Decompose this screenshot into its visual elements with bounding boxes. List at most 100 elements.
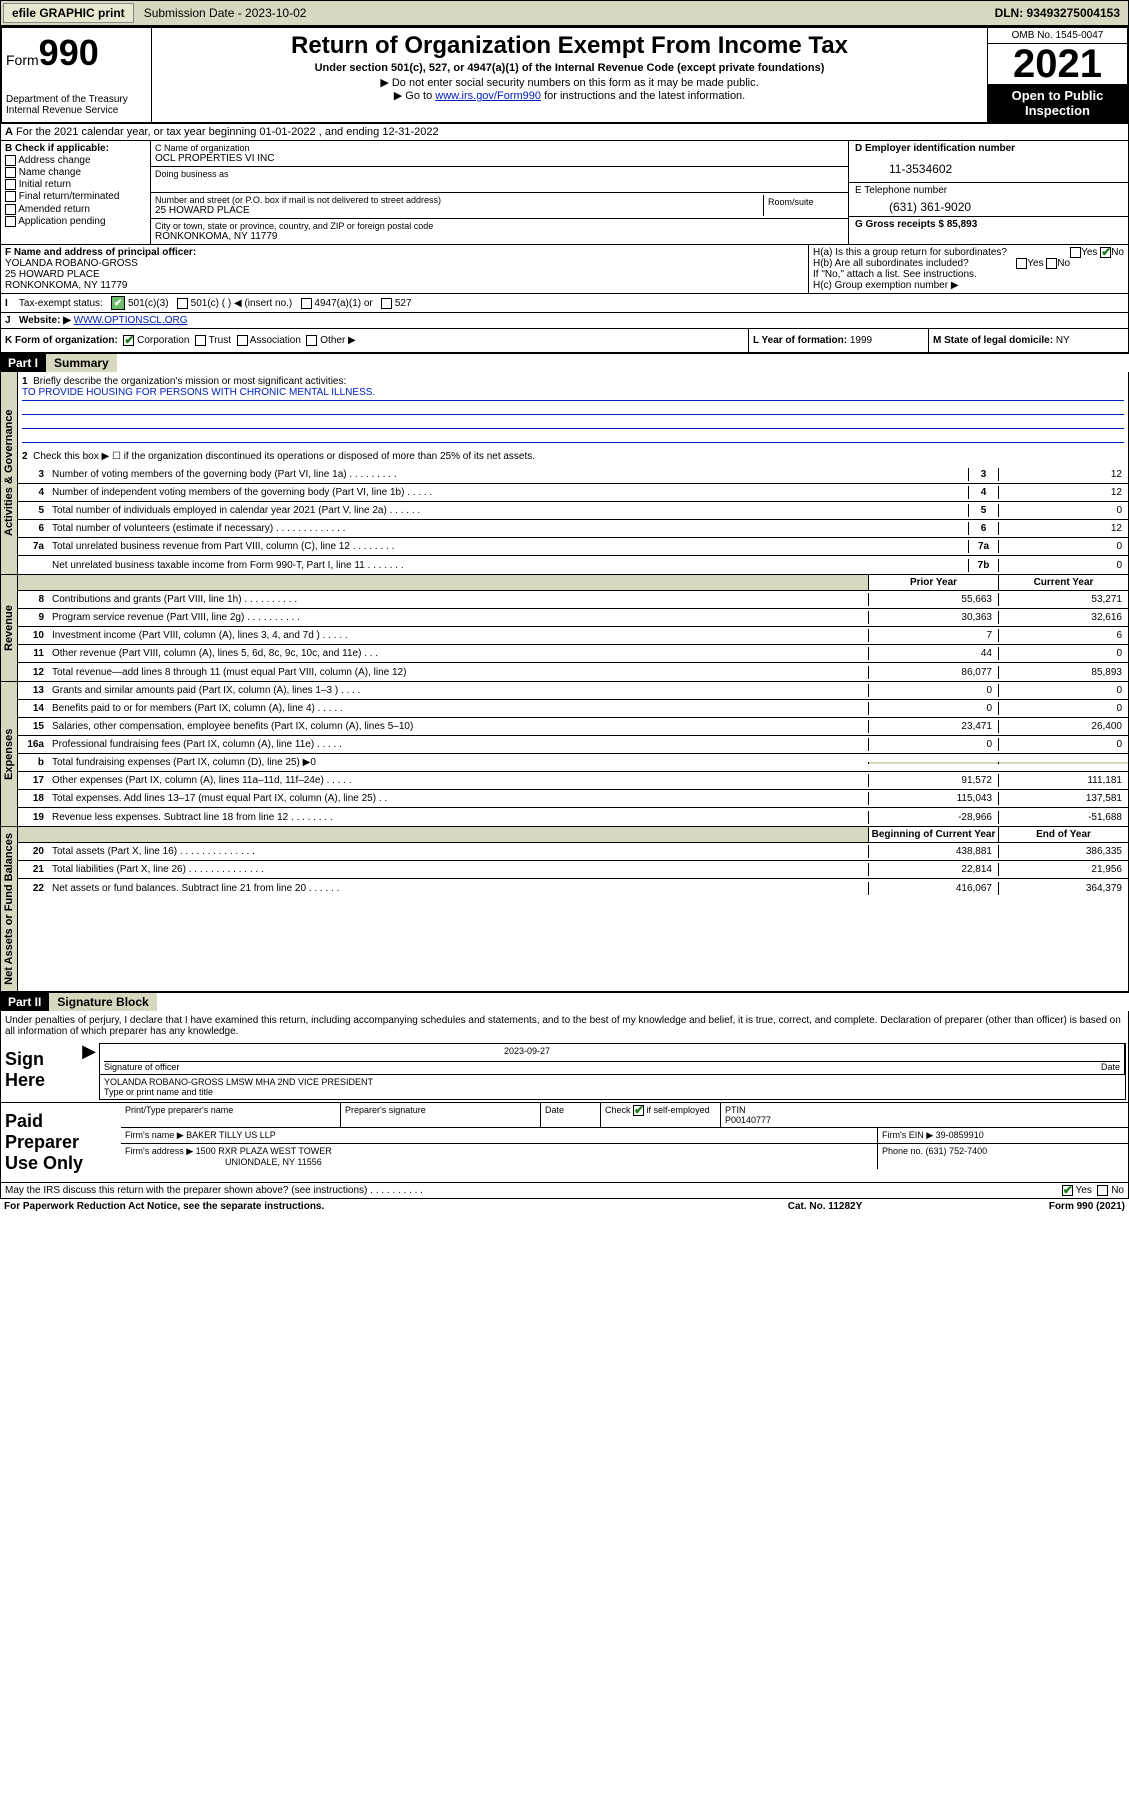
netassets-section: Net Assets or Fund Balances Beginning of…: [0, 827, 1129, 992]
section-bcd: B Check if applicable: Address change Na…: [0, 141, 1129, 245]
table-row: 7aTotal unrelated business revenue from …: [18, 538, 1128, 556]
city-state-zip: RONKONKOMA, NY 11779: [155, 231, 844, 242]
dln: DLN: 93493275004153: [987, 4, 1128, 22]
perjury-statement: Under penalties of perjury, I declare th…: [1, 1011, 1128, 1041]
officer-name: YOLANDA ROBANO-GROSS: [5, 258, 804, 269]
table-row: 10Investment income (Part VIII, column (…: [18, 627, 1128, 645]
table-row: 17Other expenses (Part IX, column (A), l…: [18, 772, 1128, 790]
box-b-label: B Check if applicable:: [5, 143, 146, 154]
year-formation: L Year of formation: 1999: [748, 329, 928, 352]
chk-501c[interactable]: [177, 298, 188, 309]
submission-date: Submission Date - 2023-10-02: [136, 4, 315, 22]
phone-value: (631) 361-9020: [849, 198, 1128, 216]
firm-name: Firm's name ▶ BAKER TILLY US LLP: [121, 1128, 878, 1143]
chk-amended-return[interactable]: Amended return: [5, 204, 146, 215]
table-row: Net unrelated business taxable income fr…: [18, 556, 1128, 574]
preparer-label: Paid Preparer Use Only: [1, 1103, 121, 1182]
table-row: 3Number of voting members of the governi…: [18, 466, 1128, 484]
ein-value: 11-3534602: [849, 156, 1128, 182]
chk-4947[interactable]: [301, 298, 312, 309]
chk-name-change[interactable]: Name change: [5, 167, 146, 178]
box-f: F Name and address of principal officer:…: [1, 245, 808, 293]
chk-527[interactable]: [381, 298, 392, 309]
chk-corporation[interactable]: [123, 335, 134, 346]
chk-501c3[interactable]: ✔: [111, 296, 125, 310]
table-row: 15Salaries, other compensation, employee…: [18, 718, 1128, 736]
preparer-block: Paid Preparer Use Only Print/Type prepar…: [0, 1103, 1129, 1183]
hb-row: H(b) Are all subordinates included? Yes …: [813, 258, 1124, 269]
table-row: 4Number of independent voting members of…: [18, 484, 1128, 502]
mission-text: TO PROVIDE HOUSING FOR PERSONS WITH CHRO…: [22, 387, 1124, 401]
firm-phone: Phone no. (631) 752-7400: [878, 1144, 1128, 1169]
side-governance: Activities & Governance: [1, 372, 18, 574]
form-note1: ▶ Do not enter social security numbers o…: [156, 76, 983, 89]
irs-link[interactable]: www.irs.gov/Form990: [435, 90, 541, 102]
form-number: Form990: [6, 32, 147, 74]
table-row: 21Total liabilities (Part X, line 26) . …: [18, 861, 1128, 879]
row-j: J Website: ▶ WWW.OPTIONSCL.ORG: [0, 313, 1129, 329]
discuss-row: May the IRS discuss this return with the…: [0, 1183, 1129, 1199]
table-row: 20Total assets (Part X, line 16) . . . .…: [18, 843, 1128, 861]
table-row: 6Total number of volunteers (estimate if…: [18, 520, 1128, 538]
gross-receipts: G Gross receipts $ 85,893: [849, 216, 1128, 232]
phone-label: E Telephone number: [849, 182, 1128, 198]
prep-ptin: PTINP00140777: [721, 1103, 1128, 1127]
firm-address: Firm's address ▶ 1500 RXR PLAZA WEST TOW…: [121, 1144, 878, 1169]
street-address: 25 HOWARD PLACE: [155, 205, 763, 216]
sign-arrow-icon: ▶: [81, 1041, 97, 1102]
chk-discuss-yes[interactable]: [1062, 1185, 1073, 1196]
expenses-section: Expenses 13Grants and similar amounts pa…: [0, 682, 1129, 827]
table-row: bTotal fundraising expenses (Part IX, co…: [18, 754, 1128, 772]
table-row: 22Net assets or fund balances. Subtract …: [18, 879, 1128, 897]
side-revenue: Revenue: [1, 575, 18, 681]
mission-block: 1 Briefly describe the organization's mi…: [18, 372, 1128, 466]
chk-final-return[interactable]: Final return/terminated: [5, 191, 146, 202]
prep-date-hdr: Date: [541, 1103, 601, 1127]
hb-note: If "No," attach a list. See instructions…: [813, 269, 1124, 280]
header-left: Form990 Department of the Treasury Inter…: [2, 28, 152, 122]
box-c: C Name of organization OCL PROPERTIES VI…: [151, 141, 848, 244]
header-right: OMB No. 1545-0047 2021 Open to Public In…: [987, 28, 1127, 122]
table-row: 14Benefits paid to or for members (Part …: [18, 700, 1128, 718]
table-row: 19Revenue less expenses. Subtract line 1…: [18, 808, 1128, 826]
ein-label: D Employer identification number: [849, 141, 1128, 156]
chk-discuss-no[interactable]: [1097, 1185, 1108, 1196]
chk-address-change[interactable]: Address change: [5, 155, 146, 166]
form-of-org: K Form of organization: Corporation Trus…: [1, 329, 748, 352]
side-expenses: Expenses: [1, 682, 18, 826]
street-row: Number and street (or P.O. box if mail i…: [151, 193, 848, 219]
table-row: 13Grants and similar amounts paid (Part …: [18, 682, 1128, 700]
row-k: K Form of organization: Corporation Trus…: [0, 329, 1129, 353]
ha-row: H(a) Is this a group return for subordin…: [813, 247, 1124, 258]
cat-no: Cat. No. 11282Y: [725, 1201, 925, 1212]
city-cell: City or town, state or province, country…: [151, 219, 848, 244]
prep-selfemp: Check if self-employed: [601, 1103, 721, 1127]
org-name-cell: C Name of organization OCL PROPERTIES VI…: [151, 141, 848, 167]
form-title: Return of Organization Exempt From Incom…: [156, 32, 983, 60]
top-bar: efile GRAPHIC print Submission Date - 20…: [0, 0, 1129, 26]
chk-self-employed[interactable]: [633, 1105, 644, 1116]
dba-cell: Doing business as: [151, 167, 848, 193]
table-row: 11Other revenue (Part VIII, column (A), …: [18, 645, 1128, 663]
part1-header: Part ISummary: [0, 353, 1129, 372]
form-note2: ▶ Go to www.irs.gov/Form990 for instruct…: [156, 89, 983, 102]
chk-application-pending[interactable]: Application pending: [5, 216, 146, 227]
sign-here-label: Sign Here: [1, 1041, 81, 1102]
revenue-section: Revenue Prior Year Current Year 8Contrib…: [0, 575, 1129, 682]
chk-trust[interactable]: [195, 335, 206, 346]
table-row: 16aProfessional fundraising fees (Part I…: [18, 736, 1128, 754]
efile-print-button[interactable]: efile GRAPHIC print: [3, 3, 134, 23]
form-subtitle: Under section 501(c), 527, or 4947(a)(1)…: [156, 62, 983, 74]
open-inspection: Open to Public Inspection: [988, 84, 1127, 122]
form-header: Form990 Department of the Treasury Inter…: [0, 26, 1129, 124]
chk-association[interactable]: [237, 335, 248, 346]
chk-other[interactable]: [306, 335, 317, 346]
form-ref: Form 990 (2021): [925, 1201, 1125, 1212]
table-row: 9Program service revenue (Part VIII, lin…: [18, 609, 1128, 627]
chk-initial-return[interactable]: Initial return: [5, 179, 146, 190]
prep-sig-hdr: Preparer's signature: [341, 1103, 541, 1127]
department: Department of the Treasury Internal Reve…: [6, 94, 147, 116]
hc-row: H(c) Group exemption number ▶: [813, 280, 1124, 291]
table-row: 8Contributions and grants (Part VIII, li…: [18, 591, 1128, 609]
website-link[interactable]: WWW.OPTIONSCL.ORG: [74, 315, 188, 326]
